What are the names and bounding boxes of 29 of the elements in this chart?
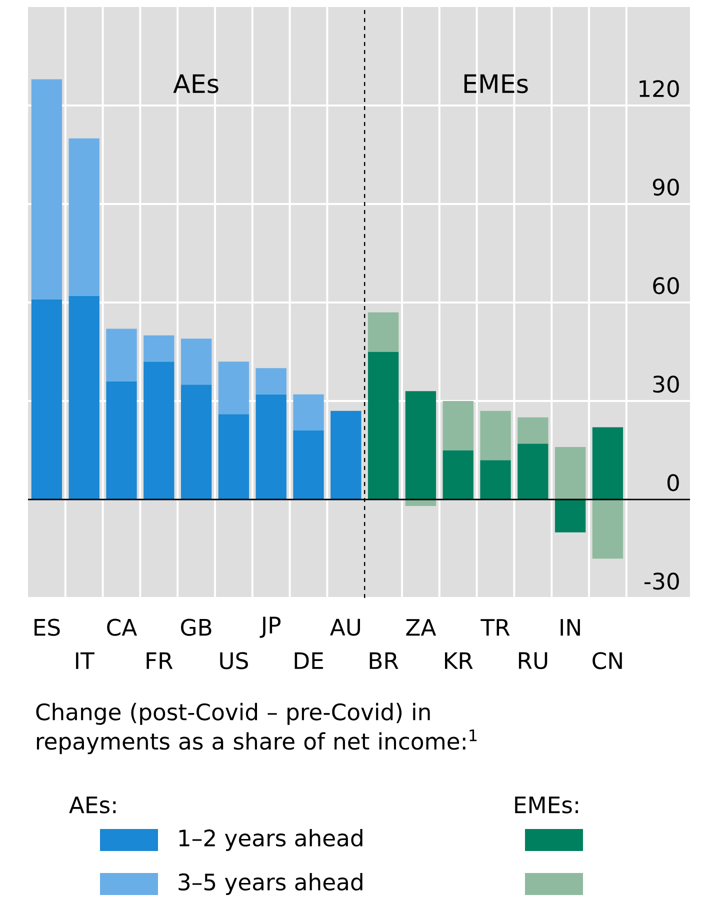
x-tick-label: CN — [592, 652, 622, 670]
x-tick-label: ZA — [406, 619, 436, 636]
y-tick-label: 0 — [667, 474, 679, 492]
y-tick-label: 120 — [640, 80, 679, 98]
annotation: EMEs — [464, 74, 528, 94]
y-tick-label: 30 — [653, 376, 679, 393]
annotation: AEs — [173, 74, 218, 94]
text: AEs: — [69, 796, 116, 814]
x-tick-label: RU — [518, 652, 548, 670]
x-tick-label: CA — [107, 618, 137, 636]
y-tick-label: 90 — [652, 178, 679, 196]
x-tick-label: ES — [34, 618, 60, 636]
y-tick-label: -30 — [644, 572, 679, 590]
legend-title: Change (post-Covid – pre-Covid) in repayments as a share of net income:$^{1}$ — [36, 702, 477, 754]
x-tick-label: FR — [146, 652, 173, 669]
text: EMEs: — [515, 796, 578, 814]
x-tick-label: IN — [560, 619, 580, 636]
x-tick-label: JP — [260, 616, 281, 638]
x-tick-label: GB — [181, 618, 212, 636]
x-tick-label: BR — [370, 652, 398, 669]
x-tick-label: US — [220, 652, 248, 670]
y-tick-label: 60 — [653, 277, 679, 294]
x-tick-label: IT — [76, 652, 94, 669]
x-tick-label: TR — [480, 619, 510, 636]
x-tick-label: DE — [294, 652, 323, 669]
x-tick-label: AU — [330, 618, 360, 636]
legend-label: 1–2 years ahead — [179, 829, 362, 851]
legend-label: 3–5 years ahead — [178, 873, 362, 895]
x-tick-label: KR — [445, 652, 473, 669]
